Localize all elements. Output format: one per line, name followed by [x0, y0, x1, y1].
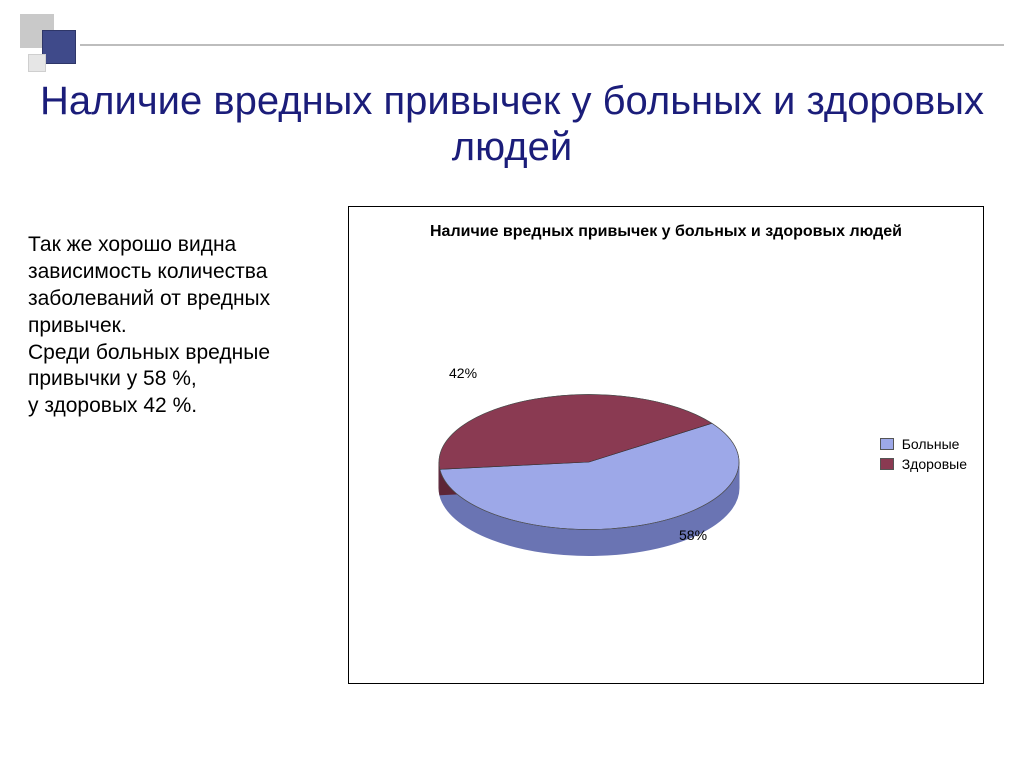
slide: Наличие вредных привычек у больных и здо… [0, 0, 1024, 768]
legend-label: Больные [902, 436, 960, 452]
body-text: Так же хорошо видна зависимость количест… [28, 232, 328, 420]
legend-item: Больные [880, 436, 967, 452]
pie-chart [409, 357, 749, 587]
slice-label-sick: 58% [679, 527, 707, 543]
legend-swatch-icon [880, 458, 894, 470]
chart-title: Наличие вредных привычек у больных и здо… [365, 223, 967, 241]
pie-svg [409, 357, 749, 587]
deco-square-icon [28, 54, 46, 72]
header-divider [80, 44, 1004, 46]
deco-square-icon [42, 30, 76, 64]
slide-title: Наличие вредных привычек у больных и здо… [0, 78, 1024, 170]
chart-container: Наличие вредных привычек у больных и здо… [348, 206, 984, 684]
slice-label-healthy: 42% [449, 365, 477, 381]
legend-item: Здоровые [880, 456, 967, 472]
chart-legend: Больные Здоровые [880, 432, 967, 476]
legend-label: Здоровые [902, 456, 967, 472]
legend-swatch-icon [880, 438, 894, 450]
